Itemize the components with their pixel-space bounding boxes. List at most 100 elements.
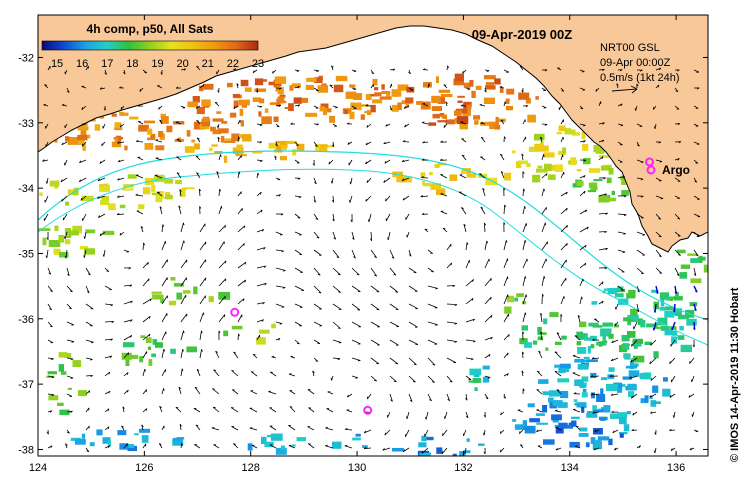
sst-pixel: [646, 323, 658, 328]
current-vector: [598, 193, 607, 197]
current-vector: [256, 209, 263, 215]
current-vector: [175, 121, 182, 125]
current-vector-head: [566, 225, 568, 228]
current-vector: [465, 375, 472, 381]
current-vector-head: [670, 448, 673, 451]
current-vector: [389, 249, 395, 259]
sst-pixel: [625, 365, 637, 369]
current-vector: [193, 408, 201, 413]
current-vector-head: [315, 145, 318, 147]
sst-pixel: [579, 427, 588, 432]
current-vector: [199, 241, 207, 251]
current-vector: [275, 321, 283, 324]
sst-pixel: [54, 249, 61, 253]
current-vector: [446, 393, 450, 401]
current-vector: [307, 389, 315, 395]
x-tick-label: 126: [135, 462, 153, 474]
current-vector-head: [108, 371, 111, 375]
sst-pixel: [231, 133, 240, 141]
current-vector-head: [522, 171, 525, 174]
current-vector-head: [127, 352, 129, 356]
sst-pixel: [439, 113, 445, 117]
current-vector-head: [42, 159, 45, 162]
sst-pixel: [574, 402, 578, 406]
current-vector: [61, 141, 68, 146]
current-vector-head: [315, 218, 319, 221]
current-vector-head: [215, 102, 218, 104]
current-vector: [99, 231, 106, 237]
sst-pixel: [453, 78, 464, 86]
current-vector-head: [374, 380, 377, 382]
current-vector: [572, 409, 581, 413]
current-vector: [136, 141, 144, 143]
sst-pixel: [78, 138, 85, 145]
current-vector: [161, 241, 166, 251]
current-vector-head: [278, 87, 282, 90]
sst-pixel: [489, 121, 499, 130]
current-vector: [142, 298, 152, 305]
current-vector: [591, 357, 600, 360]
sst-pixel: [514, 424, 525, 430]
current-vector: [554, 351, 562, 359]
current-vector-head: [297, 86, 300, 89]
current-vector: [256, 123, 263, 126]
current-vector-head: [99, 87, 103, 90]
sst-pixel: [527, 403, 535, 408]
sst-pixel: [244, 87, 252, 92]
current-vector-head: [332, 218, 335, 222]
current-vector-head: [357, 360, 361, 362]
current-vector-head: [371, 72, 374, 75]
sst-pixel: [259, 98, 265, 104]
sst-pixel: [591, 301, 598, 305]
current-vector: [440, 174, 448, 179]
current-vector: [195, 424, 201, 431]
current-vector-head: [330, 180, 333, 184]
sst-pixel: [420, 172, 426, 178]
current-vector: [313, 141, 318, 147]
current-vector-head: [143, 242, 145, 246]
current-vector: [655, 267, 663, 274]
sst-pixel: [659, 292, 669, 300]
current-vector: [135, 194, 144, 197]
sst-pixel: [466, 438, 470, 442]
sst-pixel: [622, 376, 632, 380]
current-vector-head: [439, 158, 443, 161]
plot-frame: [37, 14, 709, 457]
current-vector: [446, 262, 452, 269]
current-vector: [313, 213, 319, 220]
current-vector-head: [695, 162, 698, 164]
current-vector-head: [634, 108, 637, 111]
current-vector-head: [454, 323, 458, 325]
sst-pixel: [516, 293, 524, 297]
current-vector-head: [650, 378, 653, 381]
current-vector-head: [601, 300, 604, 304]
current-vector: [351, 339, 361, 345]
sst-pixel: [528, 146, 540, 152]
current-vector: [365, 195, 372, 202]
current-vector: [611, 339, 619, 344]
colorbar-tick-label: 19: [151, 58, 163, 70]
sst-pixel: [99, 185, 110, 192]
current-vector: [81, 141, 87, 147]
current-vector-head: [554, 409, 558, 412]
current-vector-head: [86, 450, 90, 453]
sst-pixel: [214, 151, 223, 154]
sst-pixel: [469, 80, 474, 87]
current-vector: [218, 314, 226, 323]
current-vector: [674, 267, 680, 276]
current-vector: [440, 211, 448, 215]
sst-pixel: [619, 433, 624, 438]
sst-pixel: [445, 119, 456, 125]
current-vector-head: [88, 425, 90, 429]
sst-pixel: [64, 228, 71, 236]
current-vector-head: [556, 332, 560, 335]
sst-pixel: [618, 417, 627, 425]
sst-pixel: [471, 90, 476, 98]
sst-pixel: [675, 312, 682, 316]
current-vector-head: [421, 121, 425, 123]
current-vector: [522, 312, 526, 323]
current-vector: [213, 369, 220, 377]
sst-pixel: [518, 92, 530, 100]
current-vector: [313, 231, 320, 239]
